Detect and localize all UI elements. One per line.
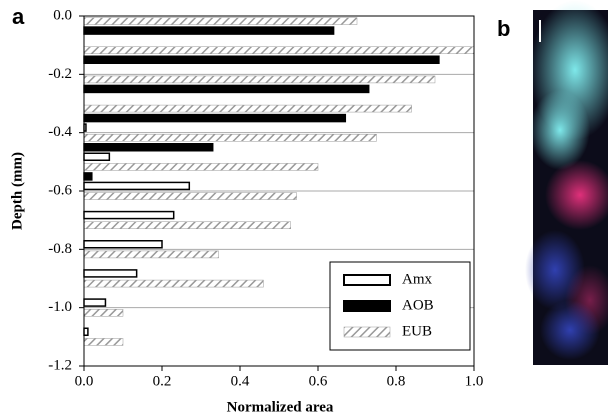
bar — [84, 153, 109, 160]
y-tick-label: -1.0 — [48, 299, 72, 315]
legend-swatch — [344, 275, 390, 285]
bar — [84, 134, 377, 141]
legend: Amx AOB EUB — [330, 262, 470, 350]
bar — [84, 27, 334, 34]
bar — [84, 299, 105, 306]
y-axis-title: Depth (mm) — [9, 152, 25, 230]
bar — [84, 270, 137, 277]
bar — [84, 338, 123, 345]
x-tick-label: 0.6 — [309, 373, 328, 389]
bar — [84, 163, 318, 170]
bar — [84, 56, 439, 63]
bar — [84, 212, 174, 219]
bar — [84, 309, 123, 316]
panel-label: b — [497, 16, 510, 41]
x-tick-label: 0.0 — [75, 373, 94, 389]
x-tick-label: 0.4 — [231, 373, 250, 389]
y-tick-label: 0.0 — [53, 7, 72, 23]
panel-label: a — [12, 4, 25, 29]
bar — [84, 251, 219, 258]
bar — [84, 115, 345, 122]
y-tick-label: -0.2 — [48, 66, 72, 82]
bar — [84, 85, 369, 92]
y-tick-label: -0.6 — [48, 182, 72, 198]
bar — [84, 105, 412, 112]
bar — [84, 222, 291, 229]
legend-swatch — [344, 301, 390, 311]
legend-swatch — [344, 327, 390, 337]
bar — [84, 76, 435, 83]
bar — [84, 18, 357, 25]
figure: a b Normalized area Depth (mm) 0.0 -0.2 -0… — [0, 0, 608, 419]
bar — [84, 144, 213, 151]
x-tick-label: 1.0 — [465, 373, 484, 389]
bar — [84, 280, 263, 287]
bar — [84, 193, 297, 200]
x-axis-title: Normalized area — [227, 399, 334, 415]
y-tick-label: -0.4 — [48, 124, 72, 140]
y-tick-label: -0.8 — [48, 241, 72, 257]
bar — [84, 173, 92, 180]
y-tick-label: -1.2 — [48, 357, 72, 373]
micrograph — [525, 0, 608, 365]
legend-label: Amx — [402, 271, 433, 287]
bar — [84, 182, 189, 189]
bar — [84, 47, 474, 54]
bar — [84, 328, 88, 335]
bar — [84, 241, 162, 248]
legend-label: AOB — [402, 297, 434, 313]
x-tick-label: 0.2 — [153, 373, 172, 389]
legend-label: EUB — [402, 323, 432, 339]
x-tick-label: 0.8 — [387, 373, 406, 389]
